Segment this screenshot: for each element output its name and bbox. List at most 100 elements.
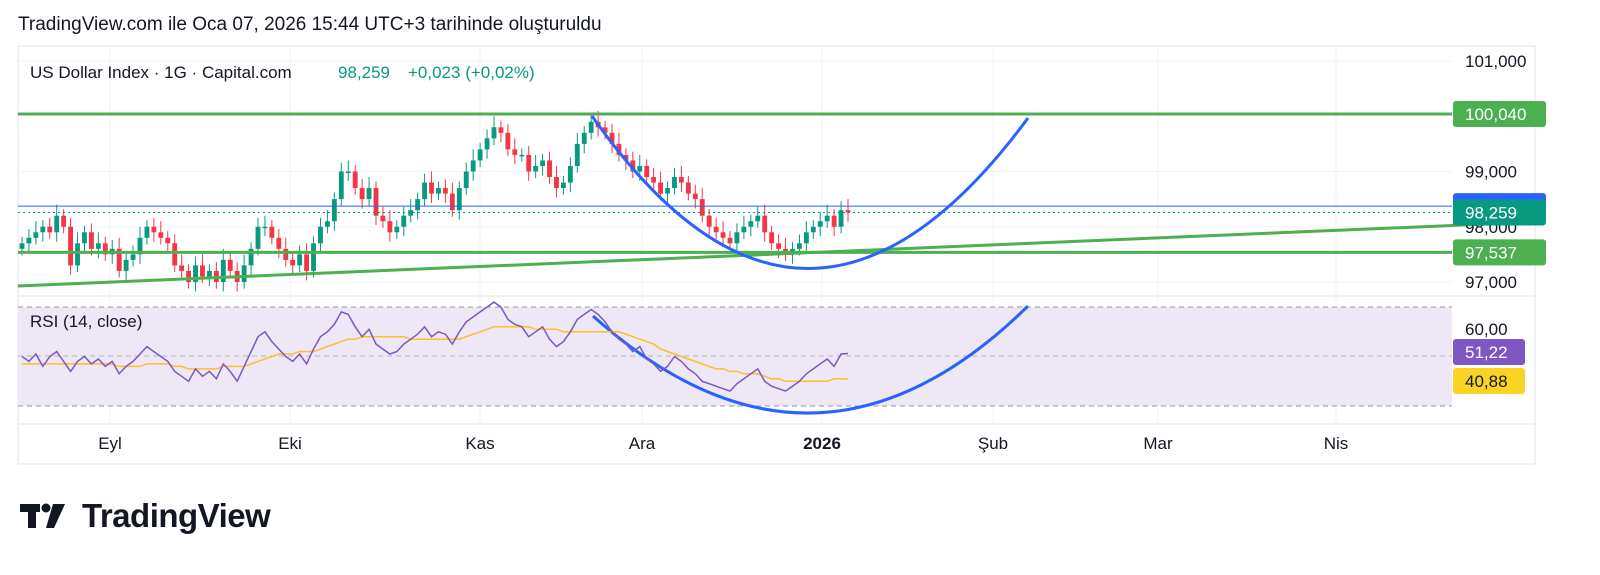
candle-body-2 — [33, 232, 39, 238]
candle-body-22 — [172, 243, 178, 266]
candle-body-86 — [616, 143, 622, 155]
candle-body-33 — [248, 248, 254, 266]
candle-body-43 — [318, 226, 323, 244]
candle-body-53 — [387, 221, 393, 233]
candle-body-20 — [158, 232, 164, 238]
candle-body-97 — [692, 193, 698, 200]
candle-body-113 — [803, 232, 809, 244]
candle-body-47 — [345, 171, 351, 173]
candle-body-102 — [727, 237, 733, 244]
candle-body-37 — [276, 237, 282, 249]
candle-body-42 — [311, 243, 316, 271]
candle-body-41 — [304, 254, 310, 271]
rsi-line — [21, 301, 849, 392]
rsi-value-label: 51,22 — [1465, 343, 1508, 362]
candle-body-27 — [206, 270, 212, 277]
symbol-legend: US Dollar Index · 1G · Capital.com — [30, 63, 292, 82]
candle-body-0 — [19, 243, 25, 249]
candle-body-10 — [88, 232, 94, 249]
candle-body-117 — [831, 215, 837, 227]
tradingview-logo-icon — [20, 503, 65, 528]
candle-body-5 — [54, 215, 60, 233]
candle-body-109 — [776, 243, 782, 249]
candle-body-67 — [484, 138, 490, 150]
candle-body-118 — [838, 210, 844, 227]
tradingview-logo[interactable]: TradingView — [20, 497, 271, 535]
rsi-ma-label-bg — [1453, 368, 1525, 394]
last-price-label-bg — [1453, 199, 1546, 226]
candle-body-66 — [477, 149, 483, 161]
candle-body-114 — [810, 226, 816, 233]
candle-body-62 — [449, 193, 455, 211]
candle-body-104 — [741, 226, 747, 233]
candle-body-80 — [574, 143, 580, 166]
candle-body-29 — [220, 259, 226, 282]
candle-body-19 — [151, 226, 157, 233]
cup-curve-rsi — [591, 304, 1030, 415]
legend-last-price: 98,259 — [338, 63, 390, 82]
candle-body-49 — [359, 188, 365, 200]
candle-body-79 — [567, 165, 573, 183]
candle-body-65 — [470, 160, 476, 172]
candle-body-50 — [366, 188, 372, 200]
rising-trendline — [17, 220, 1536, 288]
candle-body-76 — [547, 160, 552, 178]
candle-body-88 — [630, 160, 636, 172]
candle-body-91 — [651, 177, 657, 183]
candle-body-51 — [373, 188, 379, 216]
candle-body-60 — [436, 188, 441, 194]
candle-body-116 — [824, 215, 830, 222]
candle-body-85 — [609, 132, 615, 144]
candle-body-18 — [144, 226, 150, 238]
candle-body-55 — [401, 215, 407, 227]
rsi-legend: RSI (14, close) — [30, 312, 142, 331]
price-tick-1: 99,000 — [1465, 163, 1517, 182]
candle-body-14 — [116, 248, 122, 271]
candle-body-26 — [200, 265, 205, 277]
time-tick-2: Kas — [465, 434, 494, 453]
candle-body-78 — [560, 182, 566, 189]
candle-body-89 — [637, 165, 643, 172]
candle-body-95 — [678, 177, 684, 183]
candle-body-15 — [123, 259, 129, 271]
candle-body-77 — [554, 177, 559, 189]
candle-body-61 — [442, 188, 448, 194]
support-label-bg — [1453, 239, 1546, 266]
candle-body-98 — [699, 199, 705, 216]
candle-body-35 — [262, 226, 268, 229]
candle-body-45 — [331, 199, 337, 222]
time-tick-0: Eyl — [98, 434, 122, 453]
candle-body-34 — [255, 226, 261, 249]
candle-body-17 — [137, 237, 143, 255]
candle-body-52 — [380, 215, 386, 222]
candle-body-46 — [338, 171, 344, 200]
candle-body-96 — [685, 182, 691, 194]
candle-body-59 — [429, 182, 434, 194]
candle-body-58 — [422, 182, 428, 200]
candle-body-9 — [82, 232, 87, 244]
candle-body-81 — [581, 132, 587, 144]
rsi-ma-label: 40,88 — [1465, 372, 1508, 391]
candle-body-99 — [706, 215, 712, 227]
candle-body-1 — [26, 237, 32, 244]
candle-body-100 — [713, 226, 719, 233]
last-price-label: 98,259 — [1465, 203, 1517, 222]
candle-body-36 — [269, 226, 275, 238]
candle-body-103 — [734, 232, 740, 244]
candle-body-11 — [95, 243, 101, 249]
candle-body-119 — [845, 210, 851, 213]
candle-body-38 — [283, 248, 289, 260]
candle-body-7 — [68, 226, 74, 266]
candle-body-70 — [505, 132, 511, 150]
cup-curve-price — [590, 115, 1030, 270]
candle-body-39 — [290, 259, 296, 266]
candle-body-56 — [408, 210, 414, 216]
candle-body-4 — [47, 226, 53, 233]
candle-body-64 — [463, 171, 469, 189]
candle-body-90 — [644, 165, 650, 178]
candle-body-107 — [762, 215, 768, 233]
candle-body-24 — [186, 270, 192, 282]
candle-body-23 — [179, 265, 185, 271]
rsi-value-label-bg — [1453, 339, 1525, 365]
